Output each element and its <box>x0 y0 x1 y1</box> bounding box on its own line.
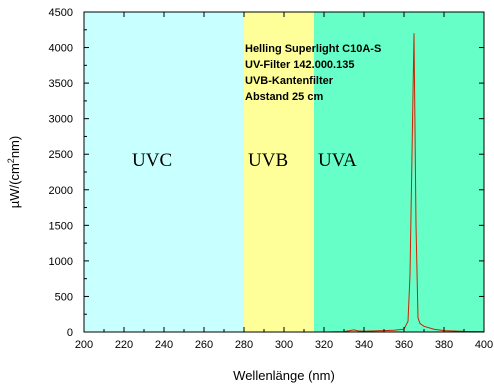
y-tick-label: 4000 <box>49 43 73 55</box>
y-tick-label: 0 <box>67 327 73 339</box>
y-tick-label: 4500 <box>49 7 73 19</box>
y-tick-label: 2500 <box>49 149 73 161</box>
y-tick-label: 1000 <box>49 256 73 268</box>
x-axis-label: Wellenlänge (nm) <box>233 368 335 383</box>
x-tick-label: 300 <box>275 339 293 351</box>
region-label-uva: UVA <box>318 150 357 171</box>
x-tick-label: 240 <box>155 339 173 351</box>
annotation-line: Helling Superlight C10A-S <box>245 43 381 55</box>
x-tick-label: 340 <box>355 339 373 351</box>
x-tick-label: 280 <box>235 339 253 351</box>
y-axis-label: µW/(cm2nm) <box>6 136 22 208</box>
y-tick-label: 3500 <box>49 78 73 90</box>
x-tick-label: 400 <box>475 339 493 351</box>
x-tick-label: 220 <box>115 339 133 351</box>
region-uvc <box>84 12 244 332</box>
y-axis-label-part-2: nm) <box>7 136 22 158</box>
x-tick-label: 200 <box>75 339 93 351</box>
y-tick-label: 3000 <box>49 114 73 126</box>
x-tick-label: 260 <box>195 339 213 351</box>
x-tick-label: 320 <box>315 339 333 351</box>
annotation-line: UV-Filter 142.000.135 <box>245 59 354 71</box>
annotation-line: Abstand 25 cm <box>245 91 323 103</box>
x-tick-label: 360 <box>395 339 413 351</box>
x-tick-label: 380 <box>435 339 453 351</box>
y-tick-label: 500 <box>55 291 73 303</box>
y-tick-label: 2000 <box>49 185 73 197</box>
region-label-uvb: UVB <box>248 150 288 171</box>
region-label-uvc: UVC <box>132 150 172 171</box>
y-axis-label-part-1: µW/(cm <box>7 163 22 208</box>
y-tick-label: 1500 <box>49 220 73 232</box>
annotation-line: UVB-Kantenfilter <box>245 75 334 87</box>
